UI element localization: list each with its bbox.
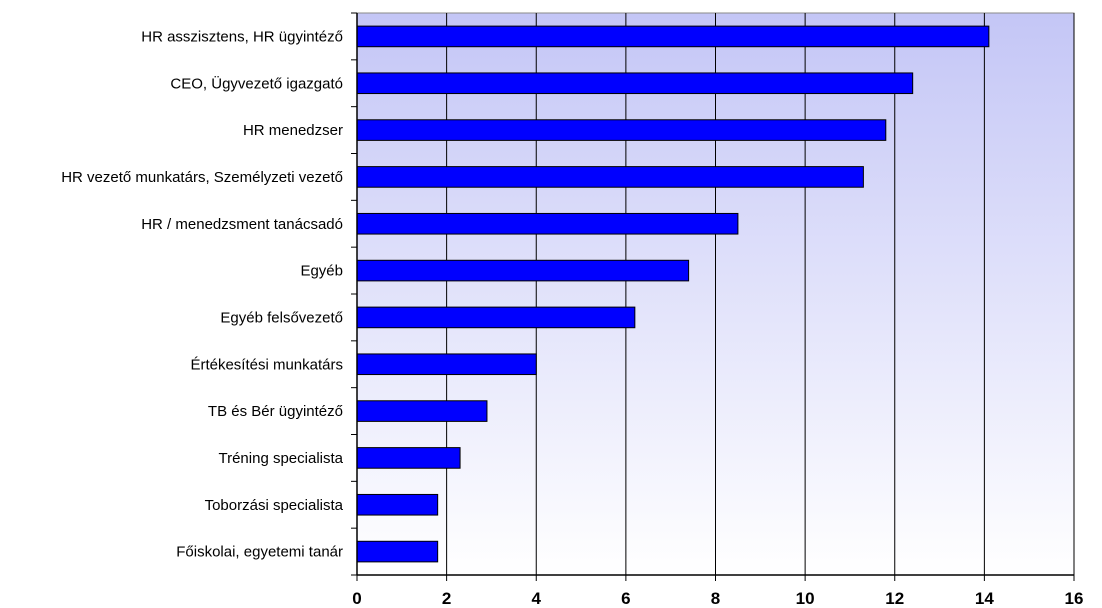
bar — [356, 447, 461, 469]
gridlines — [446, 13, 1075, 575]
bar — [356, 259, 690, 282]
category-label: Egyéb — [300, 263, 343, 280]
x-tick-label: 12 — [885, 589, 904, 608]
x-tick-label: 14 — [975, 589, 994, 608]
x-tick-label: 16 — [1065, 589, 1084, 608]
category-label: HR menedzser — [243, 122, 343, 139]
category-label: TB és Bér ügyintéző — [208, 403, 343, 420]
bar — [356, 540, 439, 563]
bar — [356, 212, 739, 235]
x-tick-label: 6 — [621, 589, 630, 608]
x-tick-label: 2 — [442, 589, 451, 608]
x-tick-label: 0 — [352, 589, 361, 608]
bar — [356, 119, 887, 141]
bar — [356, 72, 914, 95]
category-label: Toborzási specialista — [205, 497, 344, 514]
x-tick-label: 4 — [532, 589, 542, 608]
category-label: Értékesítési munkatárs — [190, 356, 343, 373]
x-tick-label: 10 — [796, 589, 815, 608]
x-tick-label: 8 — [711, 589, 720, 608]
bar — [356, 493, 439, 516]
category-label: Tréning specialista — [218, 450, 343, 467]
bars — [356, 25, 990, 563]
category-label: CEO, Ügyvezető igazgató — [170, 74, 343, 92]
bar — [356, 400, 488, 422]
bar — [356, 353, 537, 376]
category-label: Főiskolai, egyetemi tanár — [176, 544, 343, 561]
bar — [356, 25, 990, 48]
category-label: HR asszisztens, HR ügyintéző — [141, 28, 343, 45]
x-tick-labels: 0 2 4 6 8 10 12 14 16 — [352, 575, 1083, 608]
category-label: HR vezető munkatárs, Személyzeti vezető — [61, 169, 343, 186]
bar — [356, 306, 636, 329]
bar — [356, 166, 864, 188]
category-label: Egyéb felsővezető — [220, 309, 343, 326]
category-labels: HR asszisztens, HR ügyintéző CEO, Ügyveze… — [61, 12, 357, 576]
category-label: HR / menedzsment tanácsadó — [141, 216, 343, 233]
